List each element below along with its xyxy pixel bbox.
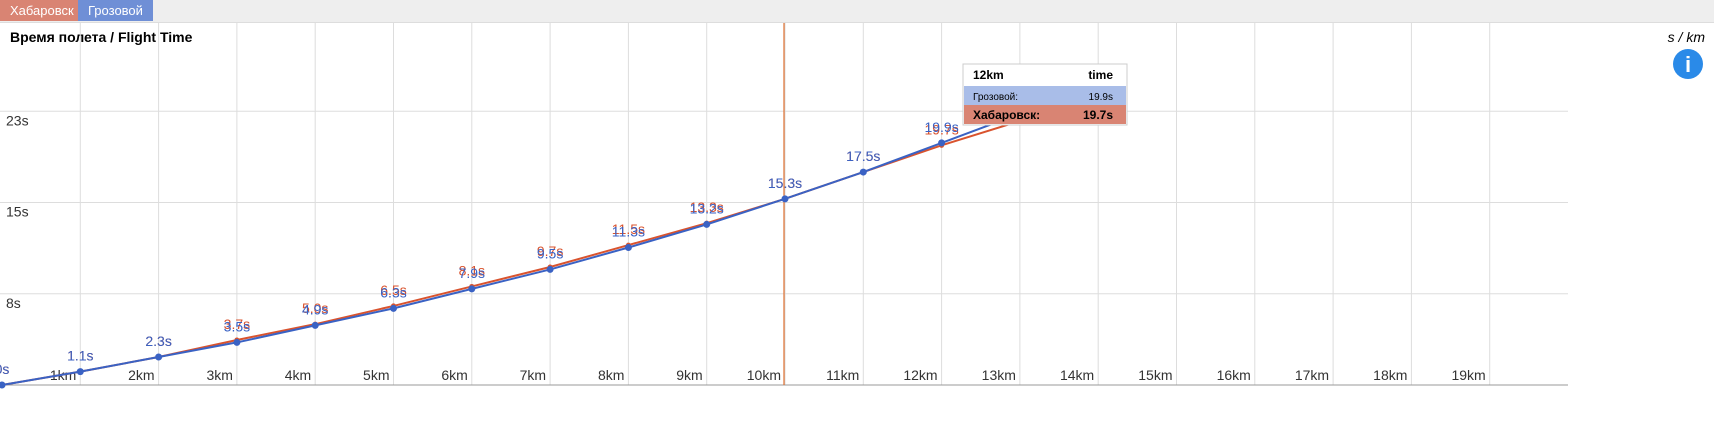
x-tick-label: 11km bbox=[826, 367, 859, 383]
x-tick-label: 5km bbox=[363, 367, 389, 383]
chart: Время полета / Flight Time s / km i 1km 2… bbox=[0, 23, 1706, 389]
tooltip-value: 19.9s bbox=[1089, 92, 1113, 103]
point bbox=[781, 195, 789, 203]
x-tick-label: 2km bbox=[128, 367, 154, 383]
tooltip-header: 12km bbox=[973, 68, 1004, 82]
data-label: 3.7s bbox=[224, 316, 250, 332]
tooltip: 12km time Грозовой: 19.9s Хабаровск: 19.7s bbox=[962, 63, 1128, 126]
point bbox=[468, 285, 476, 293]
x-tick-label: 9km bbox=[676, 367, 702, 383]
series: 0s 1.1s 2.3s 3.5s 4.9s 6.3s 7.9s 9.5s 11.3s 13.2s… bbox=[0, 90, 1037, 389]
point bbox=[390, 304, 397, 312]
point bbox=[233, 338, 241, 346]
x-tick-label: 8km bbox=[598, 367, 624, 383]
tooltip-name: Грозовой: bbox=[973, 92, 1018, 103]
info-icon[interactable]: i bbox=[1673, 49, 1703, 79]
point bbox=[859, 168, 867, 176]
data-label: 13.2s bbox=[690, 200, 724, 216]
data-label: 19.7s bbox=[924, 121, 958, 137]
x-tick-label: 13km bbox=[982, 367, 1016, 383]
data-label: 1.1s bbox=[67, 348, 93, 364]
data-label: 4.9s bbox=[302, 301, 328, 317]
x-tick-label: 7km bbox=[520, 367, 546, 383]
point bbox=[938, 139, 946, 147]
data-label: 11.3s bbox=[612, 224, 645, 240]
y-tick-label: 15s bbox=[6, 204, 29, 220]
unit-label: s / km bbox=[1668, 29, 1706, 45]
data-label: 1.1s bbox=[67, 348, 93, 364]
data-label: 2.3s bbox=[145, 333, 171, 349]
data-label: 6.5s bbox=[380, 282, 406, 298]
x-tick-label: 6km bbox=[441, 367, 467, 383]
point bbox=[546, 265, 554, 273]
x-tick-label: 15km bbox=[1138, 367, 1172, 383]
point bbox=[703, 220, 711, 228]
data-label: 3.5s bbox=[224, 318, 250, 334]
data-label: 5.0s bbox=[302, 300, 328, 316]
data-label: 9.7s bbox=[537, 243, 563, 259]
x-tick-label: 3km bbox=[206, 367, 232, 383]
data-label: 13.3s bbox=[690, 199, 724, 215]
tab-bar bbox=[0, 0, 1714, 23]
data-label: 19.9s bbox=[924, 119, 958, 135]
data-label: 11.5s bbox=[612, 221, 645, 237]
y-tick-label: 8s bbox=[6, 295, 21, 311]
x-tick-label: 4km bbox=[285, 367, 311, 383]
tooltip-name: Хабаровск: bbox=[973, 108, 1040, 122]
tooltip-row bbox=[964, 86, 1126, 105]
data-label: 7.9s bbox=[459, 265, 485, 281]
x-axis: 1km 2km 3km 4km 5km 6km 7km 8km 9km 10km 11km 12km 1… bbox=[50, 23, 1491, 385]
point bbox=[0, 381, 6, 389]
x-tick-label: 19km bbox=[1451, 367, 1485, 383]
data-label: 6.3s bbox=[380, 284, 406, 300]
data-label: 2.3s bbox=[145, 333, 171, 349]
tooltip-column: time bbox=[1088, 68, 1113, 82]
tab[interactable]: Грозовой bbox=[78, 0, 153, 21]
tooltip-value: 19.7s bbox=[1083, 108, 1113, 122]
tooltip-row bbox=[964, 105, 1126, 124]
x-tick-label: 17km bbox=[1295, 367, 1329, 383]
x-tick-label: 14km bbox=[1060, 367, 1094, 383]
point bbox=[624, 244, 632, 252]
x-tick-label: 16km bbox=[1217, 367, 1251, 383]
data-label: 8.1s bbox=[459, 262, 485, 278]
x-tick-label: 18km bbox=[1373, 367, 1407, 383]
chart-title: Время полета / Flight Time bbox=[10, 29, 193, 45]
data-label: 15.3s bbox=[768, 175, 802, 191]
data-label: 9.5s bbox=[537, 245, 563, 261]
x-tick-label: 12km bbox=[903, 367, 937, 383]
point bbox=[311, 321, 319, 329]
data-label: 0s bbox=[0, 361, 9, 377]
x-tick-label: 10km bbox=[747, 367, 781, 383]
svg-text:i: i bbox=[1685, 52, 1691, 77]
data-label: 17.5s bbox=[846, 148, 880, 164]
data-label: 0s bbox=[0, 361, 9, 377]
data-label: 17.5s bbox=[846, 148, 880, 164]
y-tick-label: 23s bbox=[6, 112, 29, 128]
line bbox=[1, 112, 1021, 386]
point bbox=[155, 353, 163, 361]
point bbox=[76, 368, 84, 376]
data-label: 15.3s bbox=[768, 175, 802, 191]
tab[interactable]: Хабаровск bbox=[0, 0, 84, 21]
